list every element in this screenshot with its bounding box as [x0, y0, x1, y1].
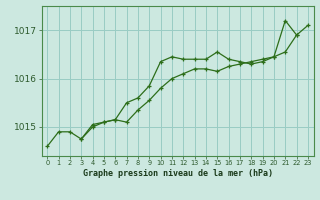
X-axis label: Graphe pression niveau de la mer (hPa): Graphe pression niveau de la mer (hPa)	[83, 169, 273, 178]
